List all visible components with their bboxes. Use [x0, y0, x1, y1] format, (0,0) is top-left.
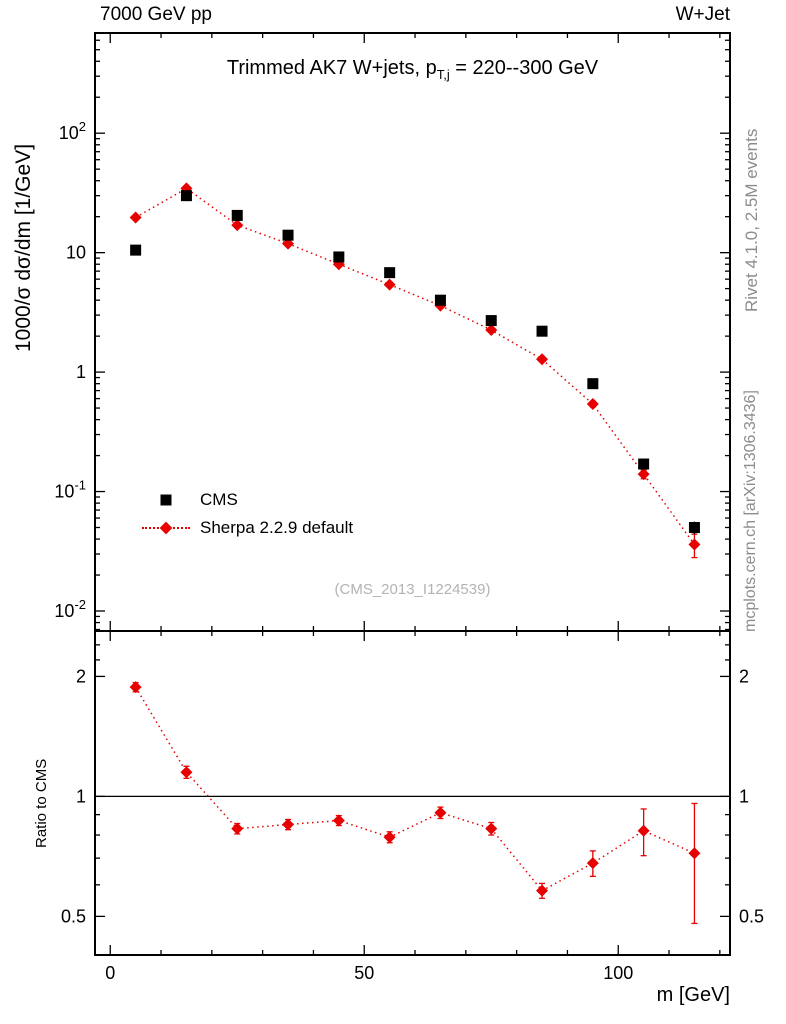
- plot-title-pre: Trimmed AK7 W+jets, p: [226, 57, 437, 79]
- process-label: W+Jet: [675, 4, 730, 25]
- cms-marker: [688, 522, 700, 534]
- legend: CMS Sherpa 2.2.9 default: [140, 486, 353, 542]
- plot-title: Trimmed AK7 W+jets, pT,j = 220--300 GeV: [95, 57, 730, 82]
- y-axis-label: 1000/σ dσ/dm [1/GeV]: [12, 143, 35, 352]
- cms-legend-marker: [140, 493, 192, 507]
- ratio-marker: [485, 822, 498, 835]
- plot-title-sub: T,j: [436, 67, 450, 82]
- y-tick-label: 102: [59, 119, 86, 143]
- cms-marker: [434, 294, 446, 306]
- x-axis-label: m [GeV]: [656, 984, 730, 1006]
- sherpa-marker: [129, 211, 142, 224]
- ratio-marker: [231, 822, 244, 835]
- ratio-marker: [637, 824, 650, 837]
- mcplots-arxiv-note: mcplots.cern.ch [arXiv:1306.3436]: [742, 390, 759, 632]
- x-tick-label: 50: [354, 963, 374, 983]
- y-tick-label: 10: [66, 243, 86, 263]
- ratio-marker: [332, 814, 345, 827]
- square-marker-icon: [160, 494, 172, 506]
- cms-marker: [130, 244, 142, 256]
- sherpa-marker: [637, 468, 650, 481]
- analysis-id-watermark: (CMS_2013_I1224539): [334, 581, 491, 598]
- y-tick-label: 1: [76, 362, 86, 382]
- cms-marker: [231, 209, 243, 221]
- ratio-marker: [434, 806, 447, 819]
- diamond-marker-icon: [159, 521, 173, 535]
- ratio-tick-label-right: 0.5: [739, 906, 764, 926]
- rivet-version-note: Rivet 4.1.0, 2.5M events: [742, 128, 761, 312]
- ratio-marker: [129, 681, 142, 694]
- ratio-tick-label-right: 1: [739, 786, 749, 806]
- ratio-tick-label-right: 2: [739, 666, 749, 686]
- sherpa-marker: [586, 398, 599, 411]
- cms-marker: [536, 325, 548, 337]
- cms-marker: [587, 378, 599, 390]
- cms-marker: [638, 458, 650, 470]
- ratio-axis-label: Ratio to CMS: [33, 758, 50, 848]
- ratio-tick-label-left: 2: [76, 666, 86, 686]
- sherpa-marker: [536, 353, 549, 366]
- cms-marker: [384, 267, 396, 279]
- ratio-marker: [180, 766, 193, 779]
- ratio-marker: [383, 831, 396, 844]
- legend-item-sherpa: Sherpa 2.2.9 default: [140, 514, 353, 542]
- sherpa-line: [135, 187, 696, 545]
- ratio-marker: [282, 818, 295, 831]
- cms-marker: [485, 315, 497, 327]
- sherpa-legend-marker: [140, 521, 192, 535]
- ratio-tick-label-left: 0.5: [61, 906, 86, 926]
- y-tick-label: 10-1: [54, 478, 86, 502]
- sherpa-legend-label: Sherpa 2.2.9 default: [200, 518, 354, 537]
- ratio-tick-label-left: 1: [76, 786, 86, 806]
- plot-title-post: = 220--300 GeV: [449, 57, 599, 79]
- sherpa-marker: [688, 538, 701, 551]
- cms-marker: [333, 251, 345, 263]
- ratio-frame: [94, 630, 731, 956]
- sherpa-marker: [383, 278, 396, 291]
- ratio-marker: [586, 857, 599, 870]
- x-tick-label: 0: [105, 963, 115, 983]
- sherpa-marker: [231, 219, 244, 232]
- cms-legend-label: CMS: [200, 490, 238, 509]
- ratio-line: [134, 686, 695, 892]
- y-tick-label: 10-2: [54, 597, 86, 621]
- beam-energy-label: 7000 GeV pp: [100, 4, 212, 25]
- ratio-marker: [688, 847, 701, 860]
- cms-marker: [180, 190, 192, 202]
- x-tick-label: 100: [603, 963, 633, 983]
- ratio-marker: [536, 884, 549, 897]
- cms-marker: [282, 229, 294, 241]
- legend-item-cms: CMS: [140, 486, 353, 514]
- sherpa-marker: [485, 324, 498, 337]
